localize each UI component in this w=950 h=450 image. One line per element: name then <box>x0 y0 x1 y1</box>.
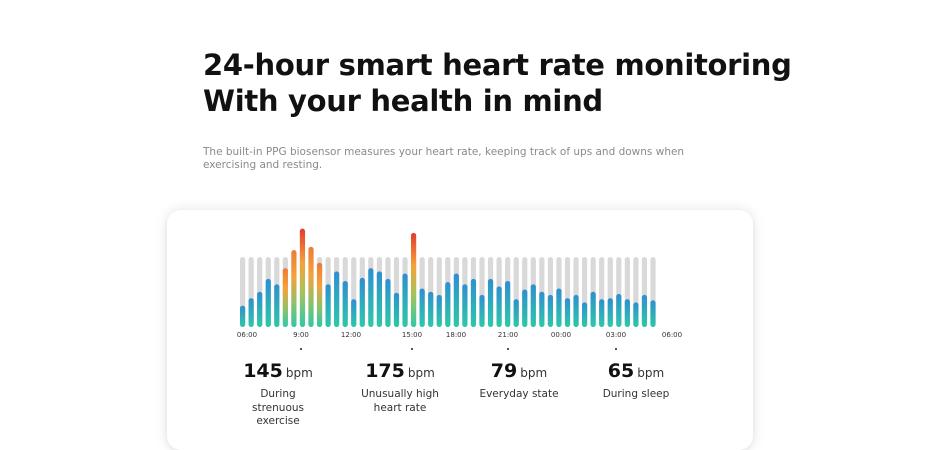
heart-rate-bar <box>334 271 340 327</box>
heart-rate-bar <box>240 305 246 327</box>
heart-rate-bar <box>556 288 562 327</box>
heart-rate-bar <box>308 246 314 327</box>
heart-rate-bar <box>522 289 528 327</box>
stat-description: During sleep <box>602 388 670 400</box>
x-tick-label: 9:00 <box>293 331 309 339</box>
heart-rate-bar <box>342 280 348 327</box>
marker-dot <box>299 347 303 351</box>
stat-description: During strenuous exercise <box>252 388 304 427</box>
heart-rate-bar <box>470 278 477 327</box>
heart-rate-card: 06:00 9:00 12:00 15:00 18:00 21:00 00:00 03:00 0… <box>167 210 753 450</box>
x-tick-label: 06:00 <box>237 331 257 339</box>
heart-rate-bar <box>428 291 434 327</box>
x-tick-label: 06:00 <box>662 331 682 339</box>
heart-rate-bar <box>505 280 511 327</box>
heart-rate-bar <box>402 273 408 327</box>
stat-value: 175 <box>365 360 405 382</box>
x-tick-label: 18:00 <box>446 331 466 339</box>
heart-rate-bar <box>265 278 271 327</box>
marker-dot <box>506 347 510 351</box>
heart-rate-bar <box>385 278 391 327</box>
heart-rate-bar <box>573 294 579 327</box>
heart-rate-bar <box>479 294 485 327</box>
stat-unit: bpm <box>520 366 548 380</box>
x-tick-label: 00:00 <box>551 331 571 339</box>
heart-rate-bar <box>393 292 400 327</box>
heart-rate-bar <box>616 293 622 327</box>
x-tick-label: 03:00 <box>606 331 626 339</box>
stat-unit: bpm <box>637 366 665 380</box>
heart-rate-bar <box>641 294 648 327</box>
heart-rate-bar <box>496 286 502 327</box>
x-tick-label: 12:00 <box>341 331 361 339</box>
heart-rate-bar <box>624 299 630 327</box>
heart-rate-bar <box>436 294 442 327</box>
heart-rate-bar <box>411 232 417 327</box>
heart-rate-bar <box>299 228 306 327</box>
stat-everyday-state: 79 bpm Everyday state <box>464 358 574 402</box>
heart-rate-bar <box>513 299 519 327</box>
heart-rate-bar <box>325 284 331 327</box>
heart-rate-bar <box>419 288 425 327</box>
stat-value: 65 <box>607 360 635 382</box>
heart-rate-bar <box>599 299 605 327</box>
x-tick-label: 21:00 <box>498 331 518 339</box>
heart-rate-chart: 06:00 9:00 12:00 15:00 18:00 21:00 00:00 03:00 0… <box>237 228 682 351</box>
heart-rate-bar <box>564 298 571 327</box>
heart-rate-bar <box>547 294 553 327</box>
heart-rate-bar <box>359 277 365 327</box>
heart-rate-bar <box>291 249 297 327</box>
headline-line-1: 24-hour smart heart rate monitoring <box>203 48 792 82</box>
headline-line-2: With your health in mind <box>203 84 603 118</box>
marker-dot <box>614 347 618 351</box>
stat-high-heart-rate: 175 bpm Unusually high heart rate <box>345 358 455 415</box>
heart-rate-bar <box>351 299 357 327</box>
heart-rate-bar <box>445 282 451 327</box>
stat-description: Unusually high heart rate <box>361 388 439 414</box>
stat-strenuous-exercise: 145 bpm During strenuous exercise <box>223 358 333 429</box>
heart-rate-bar <box>582 302 588 327</box>
heart-rate-bar <box>316 262 323 327</box>
heart-rate-bar <box>530 284 536 327</box>
chart-bars <box>240 228 656 327</box>
heart-rate-bar <box>487 278 494 327</box>
heart-rate-bar <box>274 284 280 327</box>
heart-rate-bar <box>462 284 468 327</box>
heart-rate-bar <box>453 273 459 327</box>
stat-unit: bpm <box>285 366 313 380</box>
stat-value: 79 <box>490 360 518 382</box>
x-tick-label: 15:00 <box>402 331 422 339</box>
description-text: The built-in PPG biosensor measures your… <box>203 146 685 171</box>
heart-rate-bar <box>633 302 639 327</box>
heart-rate-bar <box>607 298 613 327</box>
heart-rate-bar <box>539 291 545 327</box>
headline: 24-hour smart heart rate monitoring With… <box>203 47 792 119</box>
stat-unit: bpm <box>407 366 435 380</box>
heart-rate-bar <box>650 300 656 327</box>
heart-rate-bar <box>248 298 254 327</box>
stat-value: 145 <box>243 360 283 382</box>
heart-rate-bar <box>368 268 374 327</box>
heart-rate-bar <box>376 271 382 327</box>
chart-x-axis: 06:00 9:00 12:00 15:00 18:00 21:00 00:00 03:00 0… <box>237 331 682 339</box>
heart-rate-bar <box>282 268 288 327</box>
heart-rate-bar <box>257 291 263 327</box>
heart-rate-bar <box>590 291 596 327</box>
stat-during-sleep: 65 bpm During sleep <box>581 358 691 402</box>
marker-dot <box>410 347 414 351</box>
chart-markers <box>299 347 618 351</box>
stat-description: Everyday state <box>479 388 559 400</box>
